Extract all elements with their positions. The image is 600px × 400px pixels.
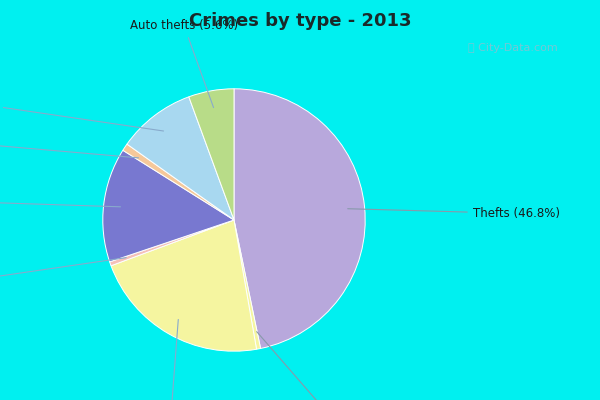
Text: ⓘ City-Data.com: ⓘ City-Data.com — [468, 43, 558, 53]
Text: Arson (0.9%): Arson (0.9%) — [0, 135, 139, 158]
Text: Thefts (46.8%): Thefts (46.8%) — [348, 207, 560, 220]
Wedge shape — [234, 220, 260, 349]
Text: Rapes (0.5%): Rapes (0.5%) — [0, 258, 126, 290]
Wedge shape — [123, 144, 234, 220]
Text: Murders (0.5%): Murders (0.5%) — [257, 332, 374, 400]
Text: Crimes by type - 2013: Crimes by type - 2013 — [189, 12, 411, 30]
Wedge shape — [127, 97, 234, 220]
Wedge shape — [103, 150, 234, 262]
Text: Auto thefts (5.6%): Auto thefts (5.6%) — [130, 19, 238, 108]
Text: Burglaries (22.1%): Burglaries (22.1%) — [116, 320, 226, 400]
Wedge shape — [189, 89, 234, 220]
Text: Robberies (9.6%): Robberies (9.6%) — [0, 93, 164, 131]
Wedge shape — [110, 220, 234, 266]
Text: Assaults (14.1%): Assaults (14.1%) — [0, 194, 121, 207]
Wedge shape — [234, 89, 365, 348]
Wedge shape — [111, 220, 257, 351]
